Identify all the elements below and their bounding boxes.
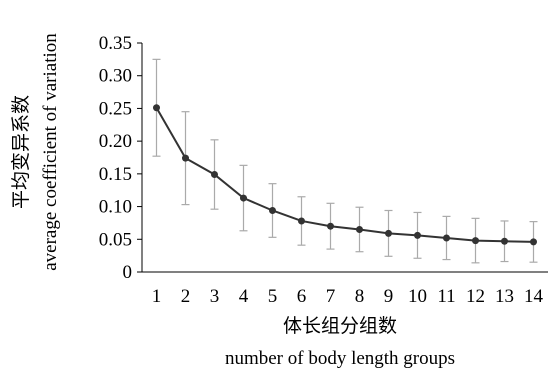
data-point — [327, 222, 334, 230]
data-point — [269, 206, 276, 214]
x-tick-label: 3 — [210, 286, 220, 307]
y-tick-label: 0.20 — [99, 131, 132, 152]
y-tick-label: 0.10 — [99, 197, 132, 218]
x-tick-label: 5 — [268, 286, 278, 307]
x-tick-label: 2 — [181, 286, 191, 307]
data-point — [530, 238, 537, 246]
data-point — [298, 217, 305, 225]
data-point — [356, 225, 363, 233]
x-tick-label: 13 — [495, 286, 514, 307]
x-ticks: 1 2 3 4 5 6 7 8 9 10 11 12 13 14 — [152, 286, 544, 307]
y-axis-label-cn: 平均变异系数 — [10, 95, 32, 209]
x-tick-label: 7 — [326, 286, 336, 307]
error-bars — [152, 58, 538, 264]
x-tick-label: 8 — [355, 286, 365, 307]
y-tick-label: 0.35 — [99, 33, 132, 54]
y-tick-label: 0 — [123, 262, 133, 283]
x-tick-label: 10 — [408, 286, 427, 307]
data-point — [182, 154, 189, 162]
data-points — [153, 104, 537, 246]
x-tick-label: 6 — [297, 286, 307, 307]
y-tick-label: 0.30 — [99, 66, 132, 87]
data-point — [443, 234, 450, 242]
data-point — [385, 229, 392, 237]
x-tick-label: 12 — [466, 286, 485, 307]
x-tick-label: 9 — [384, 286, 394, 307]
data-point — [240, 194, 247, 202]
y-tick-label: 0.15 — [99, 164, 132, 185]
x-axis-label-cn: 体长组分组数 — [283, 315, 397, 337]
data-point — [501, 237, 508, 245]
y-tick-label: 0.05 — [99, 229, 132, 250]
x-tick-label: 11 — [437, 286, 455, 307]
series-line — [155, 107, 534, 243]
data-point — [211, 171, 218, 179]
data-point — [153, 104, 160, 112]
x-axis-label-en: number of body length groups — [225, 348, 455, 369]
data-point — [472, 237, 479, 245]
x-tick-label: 14 — [524, 286, 544, 307]
y-axis-label-en: average coefficient of variation — [40, 33, 61, 271]
x-tick-label: 1 — [152, 286, 162, 307]
y-ticks: 0 0.05 0.10 0.15 0.20 0.25 0.30 0.35 — [99, 33, 142, 283]
x-tick-label: 4 — [239, 286, 249, 307]
data-point — [414, 231, 421, 239]
axes — [141, 43, 548, 273]
y-tick-label: 0.25 — [99, 98, 132, 119]
